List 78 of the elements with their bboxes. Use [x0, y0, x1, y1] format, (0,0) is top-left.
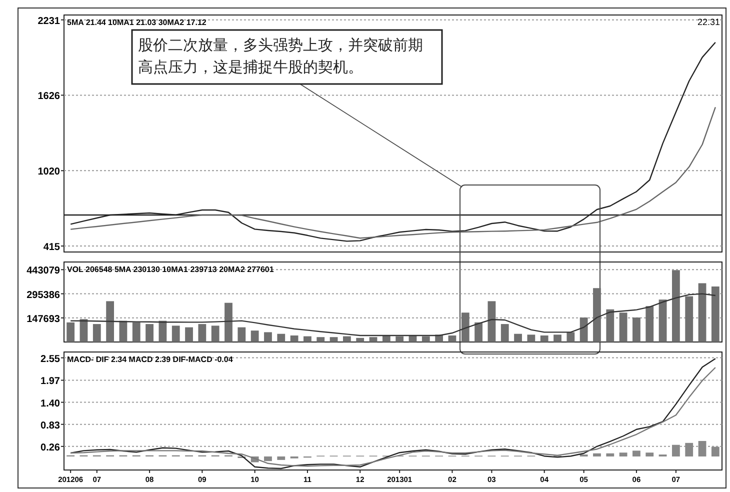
bar [488, 301, 496, 342]
bar [554, 334, 562, 342]
y-tick-label: 415 [43, 242, 60, 254]
bar [500, 324, 509, 342]
bar [698, 283, 706, 342]
annotation: VOL 206548 5MA 230130 10MA1 239713 20MA2 277601 [67, 265, 274, 274]
bar [238, 327, 246, 342]
bar [698, 440, 706, 456]
bar [593, 453, 601, 456]
bar [527, 334, 536, 342]
bar [566, 332, 575, 342]
bar [619, 312, 628, 342]
bar [185, 327, 193, 342]
bar [369, 337, 378, 342]
bar [342, 336, 351, 342]
bar [580, 318, 588, 342]
bar [211, 326, 220, 342]
y-tick-label: 2.55 [40, 354, 60, 365]
bar [250, 330, 259, 342]
bar [66, 322, 75, 342]
bar [277, 334, 286, 342]
bar [619, 452, 628, 456]
bar [264, 332, 272, 342]
bar [119, 320, 128, 342]
bar [672, 270, 680, 342]
bar [685, 296, 694, 342]
annotation: MACD- DIF 2.34 MACD 2.39 DIF-MACD -0.04 [67, 355, 234, 364]
bar [146, 324, 154, 342]
bar [264, 456, 272, 462]
bar [224, 302, 232, 342]
bar [632, 318, 640, 342]
bar [80, 319, 88, 342]
bar [382, 335, 390, 342]
bar [304, 336, 312, 342]
bar [711, 446, 720, 456]
line-series [70, 293, 716, 336]
bar [474, 322, 482, 342]
y-tick-label: 1.97 [40, 376, 60, 388]
y-tick-label: 0.26 [40, 442, 60, 454]
bar [396, 336, 404, 342]
y-tick-label: 1020 [38, 166, 60, 178]
bar [606, 453, 614, 456]
y-tick-label: 443079 [26, 266, 60, 277]
bar [356, 338, 364, 342]
annotation: 22.31 [697, 17, 720, 27]
bar [514, 334, 522, 342]
bar [646, 306, 654, 342]
bar [658, 300, 667, 342]
bar [461, 312, 470, 342]
bar [106, 301, 114, 342]
y-tick-label: 295386 [26, 290, 60, 301]
bar [593, 288, 601, 342]
bar [132, 322, 140, 342]
bar [172, 326, 180, 342]
bar [290, 335, 298, 342]
bar [198, 324, 206, 342]
bar [422, 336, 430, 342]
bar [92, 324, 101, 342]
bar [448, 335, 456, 342]
line-series [70, 106, 716, 239]
y-tick-label: 1.40 [40, 398, 60, 410]
bar [711, 286, 720, 342]
bar [646, 452, 654, 456]
bar [632, 450, 640, 456]
annotation: 股价二次放量，多头强势上攻，并突破前期高点压力，这是捕捉牛股的契机。 [138, 35, 424, 78]
annotation: 5MA 21.44 10MA1 21.03 30MA2 17.12 [67, 18, 207, 27]
bar [685, 442, 694, 456]
bar [330, 337, 338, 342]
bar [540, 335, 548, 342]
bar [316, 337, 325, 342]
y-tick-label: 1626 [38, 91, 60, 102]
y-tick-label: 0.83 [40, 420, 60, 432]
bar [277, 456, 286, 460]
bar [158, 320, 167, 342]
bar [672, 444, 680, 456]
bar [606, 309, 614, 342]
y-tick-label: 2231 [38, 16, 60, 27]
y-tick-label: 147693 [26, 314, 60, 325]
